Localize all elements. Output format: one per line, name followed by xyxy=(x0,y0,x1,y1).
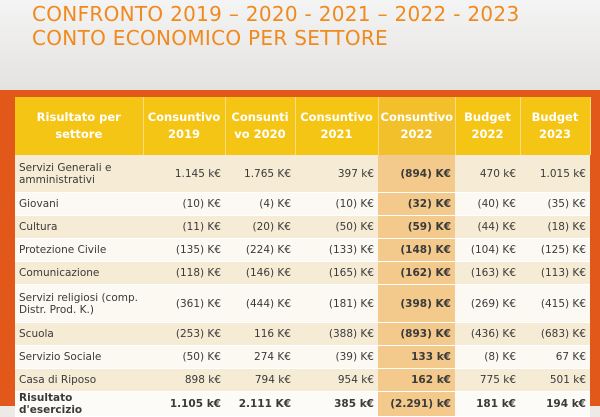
value-cell: (415) K€ xyxy=(520,284,590,323)
results-table: Risultato per settore Consuntivo 2019 Cons… xyxy=(15,97,591,417)
value-cell: (361) K€ xyxy=(143,284,225,323)
value-cell: (4) K€ xyxy=(225,192,295,216)
value-cell: 2.111 K€ xyxy=(225,391,295,417)
table-row: Cultura (11) K€ (20) K€ (50) K€ (59) K€ (44) … xyxy=(15,215,590,239)
column-header: Budget 2022 xyxy=(455,97,521,155)
value-cell: (50) K€ xyxy=(295,215,378,239)
value-cell: (148) K€ xyxy=(378,238,455,262)
value-cell: 775 k€ xyxy=(455,368,520,392)
slide-header-area: CONFRONTO 2019 – 2020 - 2021 – 2022 - 20… xyxy=(0,0,600,92)
value-cell: 470 k€ xyxy=(455,155,520,193)
column-header: Consunti vo 2020 xyxy=(225,97,296,155)
value-cell: (50) K€ xyxy=(143,345,225,369)
value-cell: (32) K€ xyxy=(378,192,455,216)
value-cell: (135) K€ xyxy=(143,238,225,262)
value-cell: (44) K€ xyxy=(455,215,520,239)
value-cell: (165) K€ xyxy=(295,261,378,285)
row-label: Comunicazione xyxy=(15,261,143,285)
value-cell: 1.015 k€ xyxy=(520,155,590,193)
value-cell: 181 k€ xyxy=(455,391,520,417)
value-cell: (104) K€ xyxy=(455,238,520,262)
value-cell: (436) K€ xyxy=(455,322,520,346)
column-header: Budget 2023 xyxy=(520,97,591,155)
value-cell: (398) K€ xyxy=(378,284,455,323)
column-header: Consuntivo 2021 xyxy=(295,97,379,155)
value-cell: (125) K€ xyxy=(520,238,590,262)
value-cell: (113) K€ xyxy=(520,261,590,285)
row-label: Casa di Riposo xyxy=(15,368,143,392)
value-cell: 385 k€ xyxy=(295,391,378,417)
value-cell: 1.105 k€ xyxy=(143,391,225,417)
row-label: Cultura xyxy=(15,215,143,239)
table-row: Scuola (253) K€ 116 K€ (388) K€ (893) K€ (436… xyxy=(15,322,590,346)
value-cell: (269) K€ xyxy=(455,284,520,323)
slide-title: CONFRONTO 2019 – 2020 - 2021 – 2022 - 20… xyxy=(32,2,519,50)
value-cell: (11) K€ xyxy=(143,215,225,239)
value-cell: (683) K€ xyxy=(520,322,590,346)
table-row: Casa di Riposo 898 k€ 794 k€ 954 k€ 162 k€ 77… xyxy=(15,368,590,392)
value-cell: 116 K€ xyxy=(225,322,295,346)
value-cell: (893) K€ xyxy=(378,322,455,346)
value-cell: (253) K€ xyxy=(143,322,225,346)
value-cell: 794 k€ xyxy=(225,368,295,392)
row-label: Giovani xyxy=(15,192,143,216)
value-cell: (18) K€ xyxy=(520,215,590,239)
column-header: Consuntivo 2019 xyxy=(143,97,226,155)
value-cell: (162) K€ xyxy=(378,261,455,285)
value-cell: 1.145 k€ xyxy=(143,155,225,193)
value-cell: 274 K€ xyxy=(225,345,295,369)
value-cell: (181) K€ xyxy=(295,284,378,323)
value-cell: (388) K€ xyxy=(295,322,378,346)
value-cell: 898 k€ xyxy=(143,368,225,392)
row-label: Servizi Generali e amministrativi xyxy=(15,155,143,193)
value-cell: 954 k€ xyxy=(295,368,378,392)
value-cell: (224) K€ xyxy=(225,238,295,262)
column-header: Consuntivo 2022 xyxy=(378,97,456,155)
value-cell: 194 k€ xyxy=(520,391,590,417)
row-label: Servizio Sociale xyxy=(15,345,143,369)
title-line-1: CONFRONTO 2019 – 2020 - 2021 – 2022 - 20… xyxy=(32,2,520,26)
value-cell: 162 k€ xyxy=(378,368,455,392)
value-cell: (894) K€ xyxy=(378,155,455,193)
value-cell: (146) K€ xyxy=(225,261,295,285)
row-label: Protezione Civile xyxy=(15,238,143,262)
row-label: Servizi religiosi (comp. Distr. Prod. K.… xyxy=(15,284,143,323)
value-cell: 397 k€ xyxy=(295,155,378,193)
table-row: Giovani (10) K€ (4) K€ (10) K€ (32) K€ (40) K… xyxy=(15,192,590,216)
value-cell: (133) K€ xyxy=(295,238,378,262)
value-cell: (39) K€ xyxy=(295,345,378,369)
table-row: Risultato d'esercizio 1.105 k€ 2.111 K€ 385… xyxy=(15,391,590,417)
value-cell: (10) K€ xyxy=(143,192,225,216)
table-row: Servizio Sociale (50) K€ 274 K€ (39) K€ 133 … xyxy=(15,345,590,369)
value-cell: 501 k€ xyxy=(520,368,590,392)
value-cell: (35) K€ xyxy=(520,192,590,216)
value-cell: (2.291) k€ xyxy=(378,391,455,417)
row-label: Risultato d'esercizio xyxy=(15,391,143,417)
value-cell: (163) K€ xyxy=(455,261,520,285)
value-cell: (8) K€ xyxy=(455,345,520,369)
value-cell: 1.765 K€ xyxy=(225,155,295,193)
value-cell: (118) K€ xyxy=(143,261,225,285)
table-header-row: Risultato per settore Consuntivo 2019 Cons… xyxy=(15,97,591,155)
value-cell: (10) K€ xyxy=(295,192,378,216)
value-cell: 67 K€ xyxy=(520,345,590,369)
table-row: Servizi Generali e amministrativi 1.145 k… xyxy=(15,155,590,193)
title-line-2: CONTO ECONOMICO PER SETTORE xyxy=(32,26,388,50)
value-cell: 133 k€ xyxy=(378,345,455,369)
table-row: Servizi religiosi (comp. Distr. Prod. K.… xyxy=(15,284,590,323)
row-label: Scuola xyxy=(15,322,143,346)
value-cell: (20) K€ xyxy=(225,215,295,239)
value-cell: (40) K€ xyxy=(455,192,520,216)
table-row: Protezione Civile (135) K€ (224) K€ (133) K… xyxy=(15,238,590,262)
value-cell: (444) K€ xyxy=(225,284,295,323)
table-row: Comunicazione (118) K€ (146) K€ (165) K€ (16… xyxy=(15,261,590,285)
column-header: Risultato per settore xyxy=(15,97,144,155)
value-cell: (59) K€ xyxy=(378,215,455,239)
